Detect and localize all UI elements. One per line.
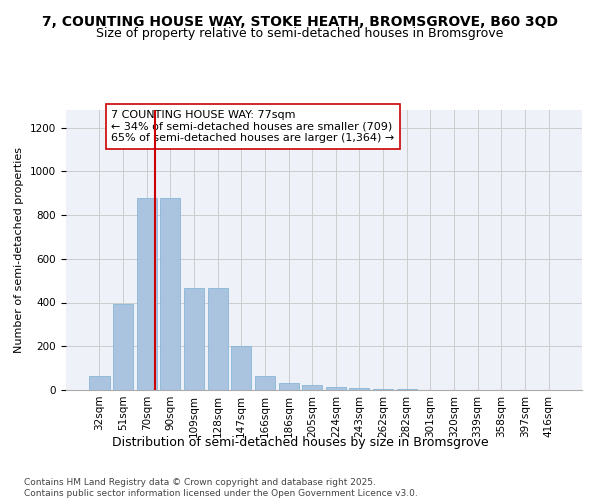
- Bar: [89, 376, 110, 390]
- Bar: [278, 384, 299, 390]
- Text: 7, COUNTING HOUSE WAY, STOKE HEATH, BROMSGROVE, B60 3QD: 7, COUNTING HOUSE WAY, STOKE HEATH, BROM…: [42, 15, 558, 29]
- Bar: [160, 198, 181, 390]
- Bar: [137, 198, 157, 390]
- Text: 7 COUNTING HOUSE WAY: 77sqm
← 34% of semi-detached houses are smaller (709)
65% : 7 COUNTING HOUSE WAY: 77sqm ← 34% of sem…: [112, 110, 395, 143]
- Bar: [113, 304, 133, 390]
- Bar: [373, 389, 393, 390]
- Bar: [255, 376, 275, 390]
- Text: Distribution of semi-detached houses by size in Bromsgrove: Distribution of semi-detached houses by …: [112, 436, 488, 449]
- Text: Contains HM Land Registry data © Crown copyright and database right 2025.
Contai: Contains HM Land Registry data © Crown c…: [24, 478, 418, 498]
- Text: Size of property relative to semi-detached houses in Bromsgrove: Size of property relative to semi-detach…: [97, 28, 503, 40]
- Bar: [231, 346, 251, 390]
- Bar: [349, 388, 370, 390]
- Bar: [184, 288, 204, 390]
- Bar: [208, 288, 228, 390]
- Bar: [326, 387, 346, 390]
- Y-axis label: Number of semi-detached properties: Number of semi-detached properties: [14, 147, 25, 353]
- Bar: [302, 385, 322, 390]
